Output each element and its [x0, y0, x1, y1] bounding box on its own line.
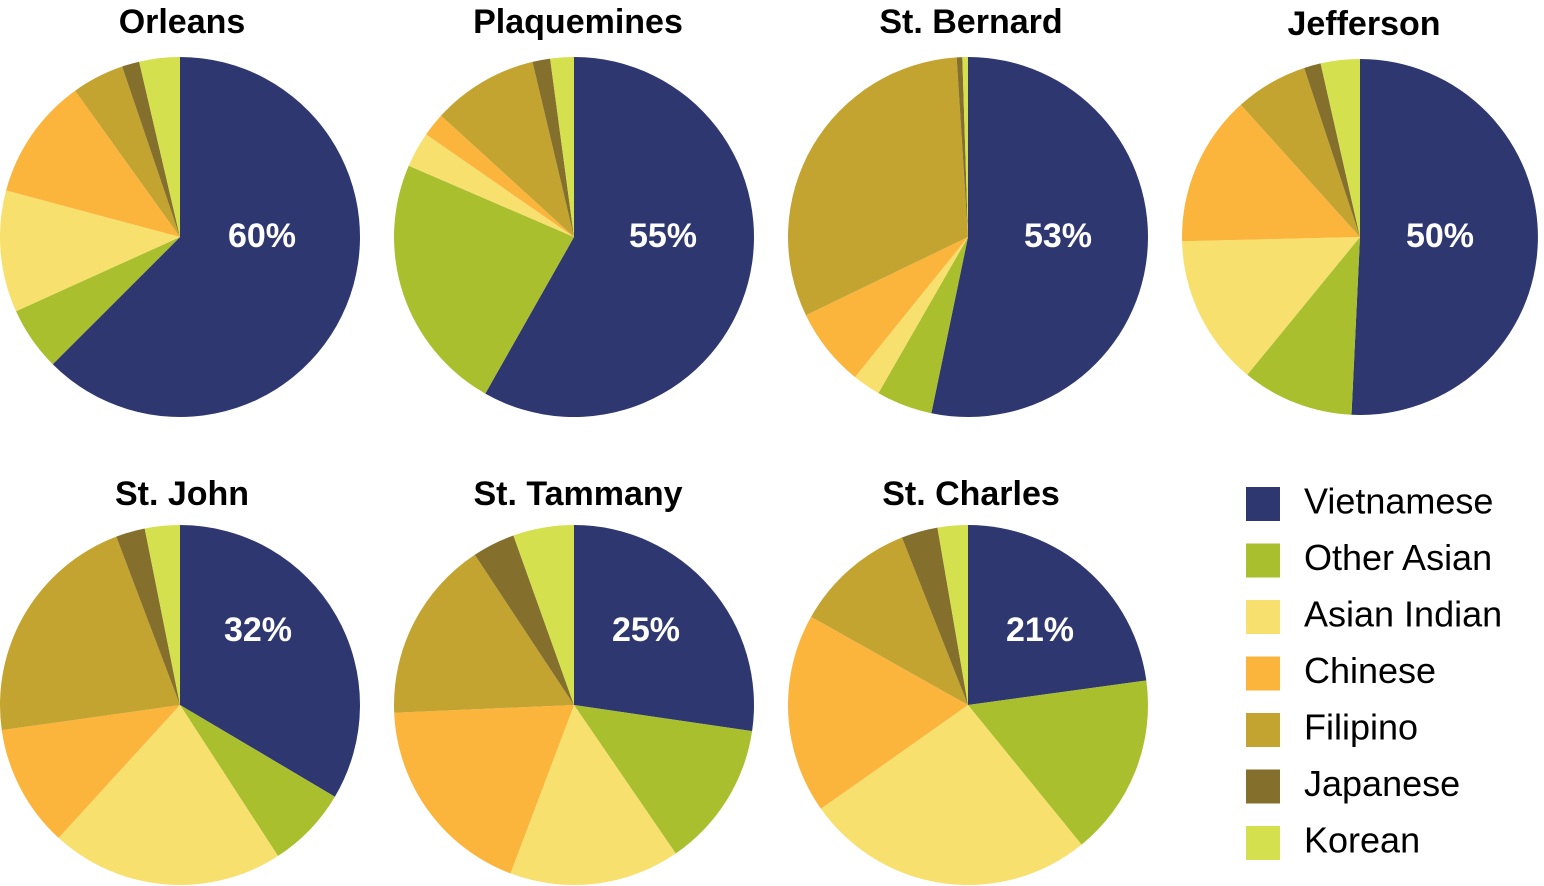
pie-data-label-st-charles: 21%: [1006, 611, 1074, 649]
pie-slice-st-tammany-korean: [513, 525, 574, 705]
pie-slice-st-tammany-asian-indian: [510, 705, 676, 885]
legend-label-vietnamese: Vietnamese: [1304, 481, 1493, 522]
pie-jefferson: Jefferson 50%: [1181, 5, 1538, 415]
legend-item-other-asian: Other Asian: [1246, 537, 1492, 578]
pie-slice-plaquemines-filipino: [441, 61, 574, 237]
pie-slice-st-charles-vietnamese: [968, 525, 1147, 705]
pie-slice-st-tammany-japanese: [474, 535, 574, 705]
pie-slice-jefferson-other-asian: [1247, 237, 1360, 415]
pie-slice-st-charles-filipino: [811, 537, 968, 705]
pie-slice-jefferson-japanese: [1304, 63, 1360, 237]
legend-swatch-korean: [1246, 826, 1280, 860]
pie-slice-st-charles-chinese: [788, 616, 968, 809]
pie-slice-st-tammany-vietnamese: [574, 525, 755, 732]
pie-data-label-orleans: 60%: [228, 217, 296, 255]
legend-item-korean: Korean: [1246, 820, 1420, 861]
legend-label-korean: Korean: [1304, 820, 1420, 861]
pie-orleans: Orleans 60%: [0, 3, 360, 418]
pie-slice-plaquemines-chinese: [426, 115, 574, 237]
pie-slice-jefferson-korean: [1320, 59, 1360, 237]
pie-slice-plaquemines-other-asian: [393, 165, 574, 394]
pie-data-label-jefferson: 50%: [1406, 217, 1474, 255]
pie-slice-st-tammany-other-asian: [574, 705, 753, 854]
pie-title-st-john: St. John: [115, 475, 249, 513]
pie-slice-plaquemines-japanese: [532, 58, 574, 238]
legend-item-asian-indian: Asian Indian: [1246, 594, 1502, 635]
pie-slice-jefferson-chinese: [1181, 104, 1360, 242]
pie-slice-st-charles-korean: [937, 525, 968, 705]
pie-slice-plaquemines-asian-indian: [408, 134, 574, 237]
pie-slice-st-charles-asian-indian: [820, 705, 1082, 886]
pie-slice-orleans-korean: [139, 57, 180, 237]
legend-label-asian-indian: Asian Indian: [1304, 594, 1502, 635]
legend-swatch-japanese: [1246, 769, 1280, 804]
pie-slice-st-bernard-other-asian: [878, 237, 968, 414]
legend-item-chinese: Chinese: [1246, 650, 1436, 691]
legend-swatch-filipino: [1246, 713, 1280, 747]
pies-layer: Orleans 60% Plaquemines 55% St. Bernard 53% Je…: [0, 3, 1538, 886]
legend-label-filipino: Filipino: [1304, 707, 1418, 748]
pie-st-charles: St. Charles 21%: [788, 475, 1148, 886]
legend-swatch-other-asian: [1246, 543, 1280, 578]
pie-slice-st-tammany-chinese: [394, 705, 574, 874]
pie-slice-st-bernard-chinese: [805, 237, 968, 378]
pie-slice-orleans-asian-indian: [0, 190, 180, 312]
pie-slice-st-john-vietnamese: [180, 525, 360, 797]
legend-swatch-chinese: [1246, 656, 1280, 691]
legend-swatch-vietnamese: [1246, 487, 1280, 521]
pie-slice-jefferson-asian-indian: [1182, 237, 1360, 375]
legend-label-other-asian: Other Asian: [1304, 537, 1492, 578]
pie-slice-orleans-vietnamese: [52, 57, 360, 418]
pie-slice-st-bernard-japanese: [956, 57, 968, 238]
pie-slice-st-john-chinese: [1, 705, 181, 838]
pie-title-orleans: Orleans: [119, 3, 246, 41]
pie-title-st-tammany: St. Tammany: [473, 475, 682, 513]
legend-swatch-asian-indian: [1246, 600, 1280, 634]
pie-slice-st-john-japanese: [116, 528, 180, 705]
pie-slice-st-john-filipino: [0, 536, 181, 731]
pie-title-st-bernard: St. Bernard: [879, 3, 1062, 41]
pie-plaquemines: Plaquemines 55%: [393, 3, 754, 417]
legend-item-filipino: Filipino: [1246, 707, 1418, 748]
pie-title-jefferson: Jefferson: [1287, 5, 1440, 43]
pie-slice-orleans-filipino: [75, 66, 180, 237]
pie-data-label-st-john: 32%: [224, 611, 292, 649]
pie-slice-st-bernard-vietnamese: [931, 57, 1149, 417]
pie-st-bernard: St. Bernard 53%: [787, 3, 1149, 417]
pie-slice-st-john-korean: [144, 525, 180, 705]
pie-slice-orleans-other-asian: [16, 237, 180, 365]
pie-title-st-charles: St. Charles: [882, 475, 1060, 513]
legend-label-chinese: Chinese: [1304, 650, 1436, 691]
pie-title-plaquemines: Plaquemines: [473, 3, 683, 41]
legend-item-japanese: Japanese: [1246, 763, 1460, 804]
pie-slice-st-bernard-asian-indian: [854, 237, 968, 394]
pie-slice-orleans-chinese: [6, 90, 180, 237]
pie-slice-st-bernard-korean: [962, 57, 968, 237]
pie-slice-st-tammany-filipino: [394, 554, 574, 713]
legend: Vietnamese Other Asian Asian Indian Chinese…: [1246, 481, 1502, 861]
pie-data-label-plaquemines: 55%: [629, 217, 697, 255]
pie-slice-st-charles-other-asian: [968, 680, 1148, 845]
pie-data-label-st-tammany: 25%: [612, 611, 680, 649]
pie-slice-jefferson-vietnamese: [1351, 59, 1538, 415]
legend-label-japanese: Japanese: [1304, 763, 1460, 804]
pie-slice-orleans-japanese: [122, 61, 180, 238]
pie-slice-plaquemines-korean: [550, 57, 574, 237]
pie-st-john: St. John 32%: [0, 475, 360, 885]
pie-slice-st-bernard-filipino: [787, 57, 968, 316]
pie-slice-plaquemines-vietnamese: [485, 57, 754, 417]
pie-slice-st-charles-japanese: [901, 527, 968, 705]
pie-slice-jefferson-filipino: [1240, 67, 1360, 237]
pie-st-tammany: St. Tammany 25%: [394, 475, 755, 885]
pie-slice-st-john-asian-indian: [58, 705, 278, 885]
legend-item-vietnamese: Vietnamese: [1246, 481, 1493, 522]
pie-data-label-st-bernard: 53%: [1024, 217, 1092, 255]
pie-slice-st-john-other-asian: [180, 705, 335, 856]
